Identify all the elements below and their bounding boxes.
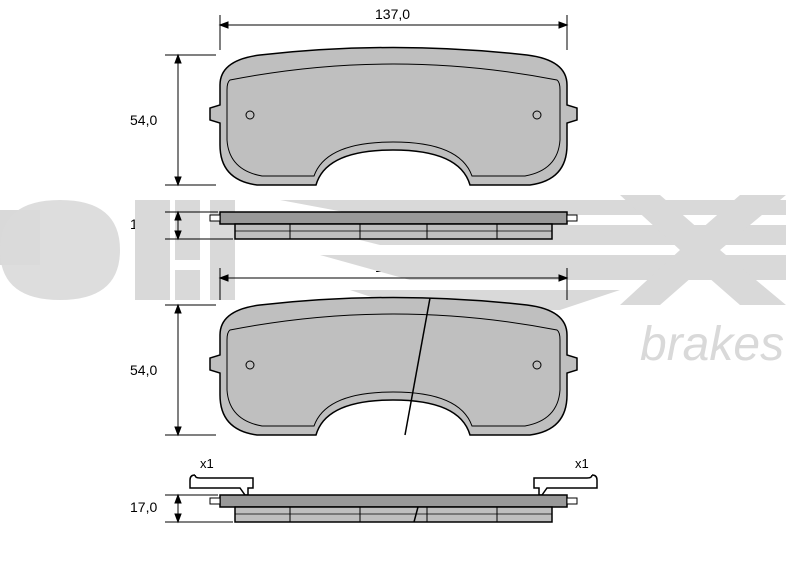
dim-height-bottom [165,305,216,435]
brake-pad-diagram [0,0,786,574]
brake-pad-top-front [210,48,577,186]
dim-width-top [220,15,567,50]
clip-left [190,475,253,495]
brake-pad-bottom-front [210,298,577,436]
dim-height-top [165,55,216,185]
brake-pad-top-side [210,212,577,239]
brake-pad-bottom-side [210,495,577,522]
clip-right [534,475,597,495]
dim-width-bottom [220,268,567,300]
